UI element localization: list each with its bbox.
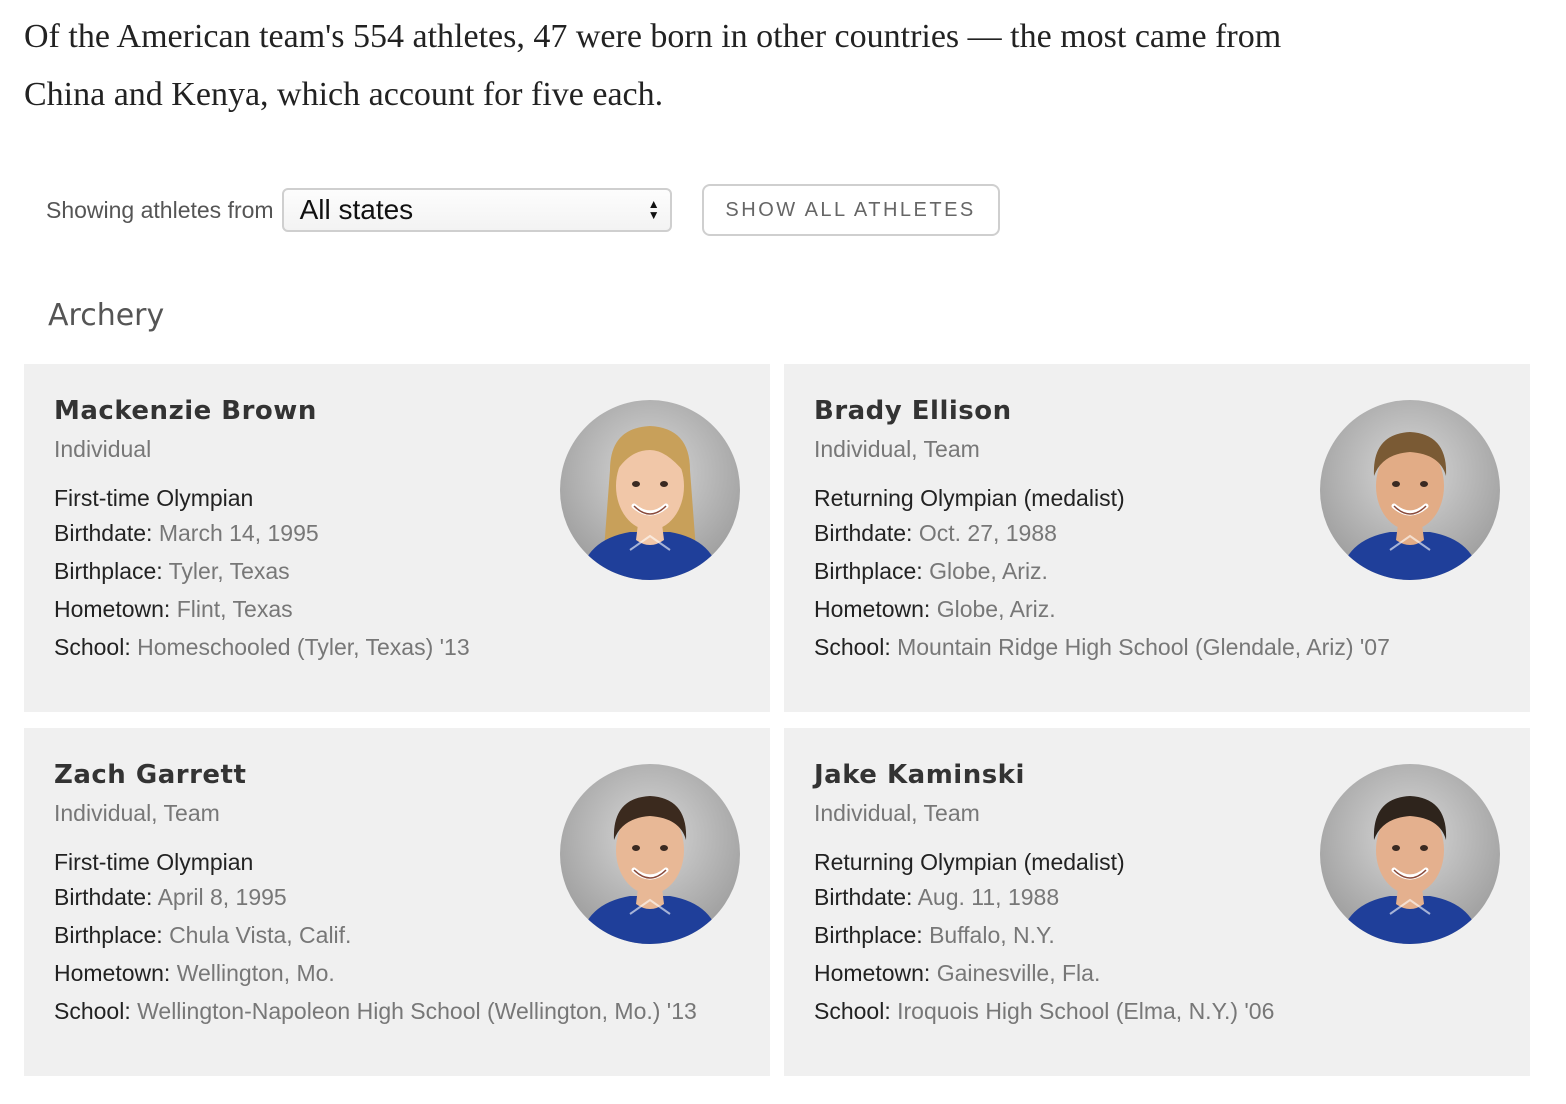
hometown-value: Flint, Texas	[176, 596, 293, 622]
birthdate-label: Birthdate:	[54, 520, 153, 546]
school-label: School:	[814, 998, 891, 1024]
hometown-label: Hometown:	[54, 960, 171, 986]
birthdate-label: Birthdate:	[54, 884, 153, 910]
birthdate-row: Birthdate: Aug. 11, 1988	[814, 878, 1500, 916]
athlete-name: Jake Kaminski	[814, 760, 1025, 790]
athlete-info: Birthdate: Aug. 11, 1988 Birthplace: Buf…	[814, 878, 1500, 1030]
birthplace-value: Chula Vista, Calif.	[169, 922, 352, 948]
birthplace-row: Birthplace: Tyler, Texas	[54, 552, 740, 590]
athlete-events: Individual, Team	[814, 436, 980, 462]
hometown-row: Hometown: Wellington, Mo.	[54, 954, 740, 992]
school-value: Iroquois High School (Elma, N.Y.) '06	[897, 998, 1275, 1024]
birthplace-row: Birthplace: Buffalo, N.Y.	[814, 916, 1500, 954]
birthplace-label: Birthplace:	[54, 558, 163, 584]
athlete-photo	[1320, 400, 1500, 580]
hometown-row: Hometown: Gainesville, Fla.	[814, 954, 1500, 992]
school-label: School:	[54, 634, 131, 660]
athlete-events: Individual	[54, 436, 152, 462]
athlete-photo	[560, 400, 740, 580]
athlete-card: Zach Garrett Individual, Team First-time…	[24, 728, 770, 1076]
athlete-info: Birthdate: March 14, 1995 Birthplace: Ty…	[54, 514, 740, 666]
hometown-label: Hometown:	[814, 960, 931, 986]
state-select-value: All states	[299, 194, 414, 225]
show-all-athletes-button[interactable]: SHOW ALL ATHLETES	[701, 184, 1000, 236]
athlete-name: Zach Garrett	[54, 760, 247, 790]
birthdate-value: March 14, 1995	[158, 520, 319, 546]
birthdate-row: Birthdate: April 8, 1995	[54, 878, 740, 916]
athlete-info: Birthdate: April 8, 1995 Birthplace: Chu…	[54, 878, 740, 1030]
hometown-label: Hometown:	[54, 596, 171, 622]
athlete-events: Individual, Team	[54, 800, 220, 826]
olympian-status: Returning Olympian (medalist)	[814, 485, 1125, 511]
school-row: School: Mountain Ridge High School (Glen…	[814, 628, 1500, 666]
hometown-value: Globe, Ariz.	[936, 596, 1056, 622]
olympian-status: First-time Olympian	[54, 485, 254, 511]
birthplace-value: Globe, Ariz.	[929, 558, 1048, 584]
birthdate-row: Birthdate: March 14, 1995	[54, 514, 740, 552]
hometown-row: Hometown: Flint, Texas	[54, 590, 740, 628]
hometown-value: Gainesville, Fla.	[936, 960, 1101, 986]
olympian-status: Returning Olympian (medalist)	[814, 849, 1125, 875]
intro-paragraph: Of the American team's 554 athletes, 47 …	[24, 18, 1282, 113]
state-filter-bar: Showing athletes from All states ▲ ▼ SHOW…	[46, 184, 1000, 236]
section-title: Archery	[48, 298, 165, 333]
school-value: Mountain Ridge High School (Glendale, Ar…	[897, 634, 1390, 660]
birthdate-row: Birthdate: Oct. 27, 1988	[814, 514, 1500, 552]
birthplace-row: Birthplace: Globe, Ariz.	[814, 552, 1500, 590]
school-row: School: Iroquois High School (Elma, N.Y.…	[814, 992, 1500, 1030]
athlete-name: Brady Ellison	[814, 396, 1012, 426]
athlete-card: Brady Ellison Individual, Team Returning…	[784, 364, 1530, 712]
filter-label: Showing athletes from	[46, 196, 274, 223]
athlete-photo	[560, 764, 740, 944]
school-row: School: Wellington-Napoleon High School …	[54, 992, 740, 1030]
athlete-card-grid: Mackenzie Brown Individual First-time Ol…	[24, 364, 1530, 1076]
athlete-events: Individual, Team	[814, 800, 980, 826]
school-value: Wellington-Napoleon High School (Welling…	[137, 998, 697, 1024]
athlete-info: Birthdate: Oct. 27, 1988 Birthplace: Glo…	[814, 514, 1500, 666]
hometown-label: Hometown:	[814, 596, 931, 622]
birthplace-label: Birthplace:	[54, 922, 163, 948]
school-value: Homeschooled (Tyler, Texas) '13	[137, 634, 470, 660]
school-row: School: Homeschooled (Tyler, Texas) '13	[54, 628, 740, 666]
hometown-row: Hometown: Globe, Ariz.	[814, 590, 1500, 628]
school-label: School:	[54, 998, 131, 1024]
birthplace-value: Tyler, Texas	[168, 558, 290, 584]
athlete-card: Mackenzie Brown Individual First-time Ol…	[24, 364, 770, 712]
birthplace-value: Buffalo, N.Y.	[929, 922, 1055, 948]
athlete-name: Mackenzie Brown	[54, 396, 317, 426]
state-select[interactable]: All states ▲ ▼	[281, 188, 672, 232]
birthplace-label: Birthplace:	[814, 558, 923, 584]
athlete-photo	[1320, 764, 1500, 944]
hometown-value: Wellington, Mo.	[176, 960, 335, 986]
school-label: School:	[814, 634, 891, 660]
birthdate-label: Birthdate:	[814, 884, 913, 910]
birthdate-value: Oct. 27, 1988	[918, 520, 1057, 546]
birthplace-label: Birthplace:	[814, 922, 923, 948]
birthdate-value: April 8, 1995	[157, 884, 287, 910]
athlete-card: Jake Kaminski Individual, Team Returning…	[784, 728, 1530, 1076]
select-updown-icon: ▲ ▼	[647, 197, 660, 222]
olympian-status: First-time Olympian	[54, 849, 254, 875]
birthdate-label: Birthdate:	[814, 520, 913, 546]
birthdate-value: Aug. 11, 1988	[917, 884, 1060, 910]
birthplace-row: Birthplace: Chula Vista, Calif.	[54, 916, 740, 954]
